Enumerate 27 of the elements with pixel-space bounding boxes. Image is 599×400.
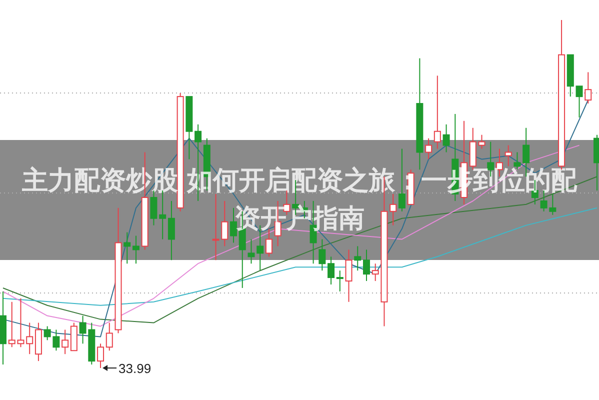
candlestick: [398, 148, 406, 212]
candlestick: [97, 343, 104, 368]
candlestick: [168, 200, 175, 261]
candlestick: [132, 235, 140, 264]
candlestick: [362, 249, 370, 282]
candlestick: [248, 238, 255, 264]
candlestick: [390, 194, 397, 226]
candlestick: [318, 238, 326, 272]
candlestick: [62, 329, 69, 355]
candlestick: [34, 322, 42, 362]
candlestick: [345, 249, 352, 302]
annotation: 33.99: [118, 361, 152, 376]
candlestick: [124, 232, 131, 264]
candlestick: [584, 72, 592, 104]
candlestick: [434, 75, 441, 150]
candlestick: [416, 58, 424, 170]
candlestick: [442, 124, 450, 153]
candlestick: [176, 92, 184, 212]
candlestick: [354, 246, 362, 272]
candlestick: [328, 256, 335, 285]
candlestick: [336, 270, 344, 292]
candlestick: [425, 138, 432, 160]
candlestick: [114, 207, 122, 334]
candlestick: [106, 322, 113, 352]
candlestick: [0, 290, 6, 366]
candlestick: [504, 144, 512, 167]
candlestick: [26, 322, 34, 355]
